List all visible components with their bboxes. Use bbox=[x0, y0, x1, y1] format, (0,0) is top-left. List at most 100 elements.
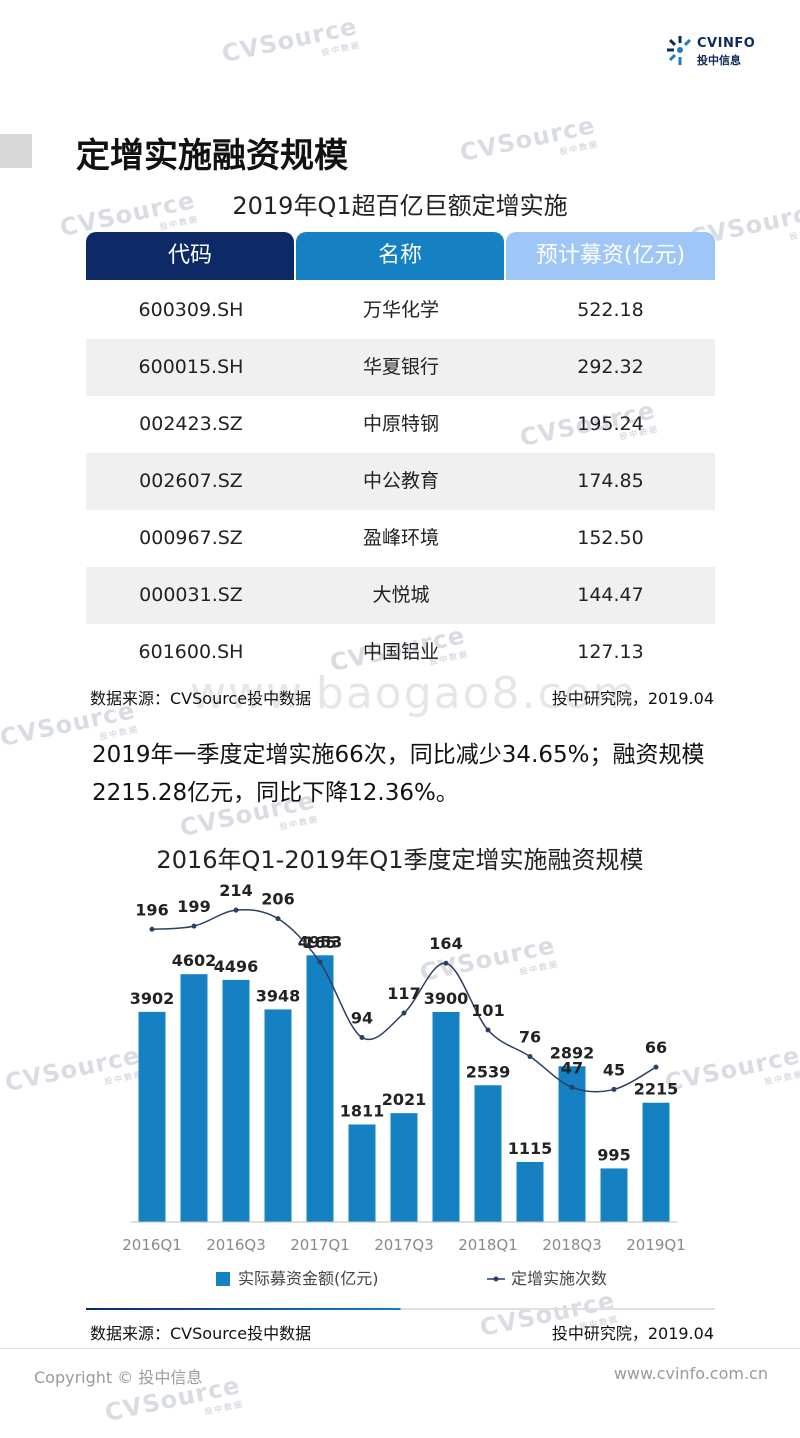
bar-data-label: 4496 bbox=[214, 957, 259, 976]
cell-name: 中原特钢 bbox=[362, 413, 439, 435]
bar bbox=[600, 1168, 628, 1222]
line-point bbox=[275, 916, 281, 922]
line-data-label: 206 bbox=[261, 890, 294, 909]
bar bbox=[264, 1009, 292, 1222]
cell-amount: 174.85 bbox=[577, 470, 644, 492]
table-row: 600309.SH 万华化学 522.18 bbox=[86, 282, 715, 339]
line-point bbox=[233, 907, 239, 913]
table-header: 代码 名称 预计募资(亿元) bbox=[86, 232, 715, 282]
cell-code: 002423.SZ bbox=[139, 413, 243, 435]
x-tick-label: 2018Q3 bbox=[542, 1236, 602, 1254]
cell-code: 000967.SZ bbox=[139, 527, 243, 549]
page-title: 定增实施融资规模 bbox=[76, 136, 348, 176]
watermark: CVSource 投中数据 bbox=[457, 111, 600, 168]
bar bbox=[138, 1011, 166, 1222]
cell-amount: 195.24 bbox=[577, 413, 644, 435]
copyright: Copyright © 投中信息 bbox=[34, 1368, 203, 1387]
header-amount: 预计募资(亿元) bbox=[506, 232, 715, 280]
line-data-label: 66 bbox=[645, 1038, 667, 1057]
brand-logo: CVINFO 投中信息 bbox=[667, 36, 767, 70]
line-point bbox=[527, 1054, 533, 1060]
table-title: 2019年Q1超百亿巨额定增实施 bbox=[232, 192, 568, 220]
legend-line-marker bbox=[493, 1276, 499, 1282]
bar-data-label: 3948 bbox=[256, 986, 301, 1005]
legend-bar-label: 实际募资金额(亿元) bbox=[238, 1269, 379, 1288]
chart-title: 2016年Q1-2019年Q1季度定增实施融资规模 bbox=[156, 846, 644, 874]
cell-name: 万华化学 bbox=[362, 299, 439, 321]
line-point bbox=[653, 1064, 659, 1070]
table-source: 数据来源：CVSource投中数据 bbox=[90, 689, 312, 708]
line-point bbox=[443, 960, 449, 966]
cell-amount: 127.13 bbox=[577, 641, 644, 663]
bar-data-label: 1115 bbox=[508, 1139, 553, 1158]
financing-chart: 3902460244963948495318112021390025391115… bbox=[122, 881, 686, 1288]
bar bbox=[558, 1066, 586, 1222]
cell-name: 中公教育 bbox=[362, 470, 439, 492]
x-tick-label: 2017Q1 bbox=[290, 1236, 350, 1254]
divider bbox=[86, 1308, 715, 1310]
line-data-label: 196 bbox=[135, 900, 168, 919]
bar bbox=[516, 1161, 544, 1222]
legend-bar-swatch bbox=[216, 1272, 230, 1286]
line-point bbox=[611, 1086, 617, 1092]
site-watermark: www.baogao8.com bbox=[190, 668, 638, 719]
line-point bbox=[317, 959, 323, 965]
bar-data-label: 2539 bbox=[466, 1062, 511, 1081]
brand-name: CVINFO bbox=[697, 36, 756, 51]
financing-table: 代码 名称 预计募资(亿元) 600309.SH 万华化学 522.18 600… bbox=[86, 232, 715, 681]
cell-code: 600015.SH bbox=[138, 356, 244, 378]
brand-sub: 投中信息 bbox=[697, 54, 741, 67]
header-name: 名称 bbox=[296, 232, 504, 280]
cell-name: 盈峰环境 bbox=[362, 527, 439, 549]
line-point bbox=[149, 926, 155, 932]
cell-amount: 292.32 bbox=[577, 356, 644, 378]
bar bbox=[180, 974, 208, 1222]
bar bbox=[306, 955, 334, 1222]
table-row: 601600.SH 中国铝业 127.13 bbox=[86, 624, 715, 681]
line-point bbox=[485, 1027, 491, 1033]
table-row: 002607.SZ 中公教育 174.85 bbox=[86, 453, 715, 510]
line-point bbox=[359, 1034, 365, 1040]
bar-data-label: 3902 bbox=[130, 989, 175, 1008]
bar-data-label: 2215 bbox=[634, 1080, 679, 1099]
line-data-label: 101 bbox=[471, 1001, 504, 1020]
cell-amount: 144.47 bbox=[577, 584, 644, 606]
bar-data-label: 995 bbox=[597, 1145, 630, 1164]
cell-name: 大悦城 bbox=[372, 584, 430, 606]
cell-code: 600309.SH bbox=[138, 299, 244, 321]
cell-name: 中国铝业 bbox=[362, 641, 439, 663]
bar bbox=[348, 1124, 376, 1222]
bar-data-label: 1811 bbox=[340, 1101, 385, 1120]
x-tick-label: 2019Q1 bbox=[626, 1236, 686, 1254]
legend-line-label: 定增实施次数 bbox=[511, 1269, 607, 1288]
bar-data-label: 4602 bbox=[172, 951, 217, 970]
bar bbox=[390, 1113, 418, 1222]
table-row: 000031.SZ 大悦城 144.47 bbox=[86, 567, 715, 624]
bar bbox=[222, 979, 250, 1222]
line-data-label: 165 bbox=[303, 933, 336, 952]
header-code: 代码 bbox=[86, 232, 294, 280]
chart-source: 数据来源：CVSource投中数据 bbox=[90, 1324, 312, 1343]
website-link[interactable]: www.cvinfo.com.cn bbox=[613, 1364, 768, 1383]
summary-paragraph: 2019年一季度定增实施66次，同比减少34.65%；融资规模2215.28亿元… bbox=[92, 742, 705, 806]
cell-amount: 522.18 bbox=[577, 299, 644, 321]
line-data-label: 45 bbox=[603, 1060, 625, 1079]
bar bbox=[432, 1012, 460, 1222]
watermark: CVSource 投中数据 bbox=[219, 12, 362, 69]
cell-code: 002607.SZ bbox=[139, 470, 243, 492]
line-point bbox=[191, 923, 197, 929]
cvinfo-logo-icon bbox=[667, 36, 692, 65]
line-data-label: 76 bbox=[519, 1028, 541, 1047]
table-row: 002423.SZ 中原特钢 195.24 bbox=[86, 396, 715, 453]
cell-name: 华夏银行 bbox=[362, 356, 439, 378]
bar bbox=[642, 1102, 670, 1222]
line-data-label: 47 bbox=[561, 1058, 583, 1077]
table-row: 600015.SH 华夏银行 292.32 bbox=[86, 339, 715, 396]
line-data-label: 214 bbox=[219, 881, 252, 900]
cell-amount: 152.50 bbox=[577, 527, 644, 549]
table-row: 000967.SZ 盈峰环境 152.50 bbox=[86, 510, 715, 567]
table-source-date: 投中研究院，2019.04 bbox=[551, 689, 714, 708]
bar bbox=[474, 1085, 502, 1222]
bar-data-label: 2892 bbox=[550, 1043, 595, 1062]
line-data-label: 199 bbox=[177, 897, 210, 916]
